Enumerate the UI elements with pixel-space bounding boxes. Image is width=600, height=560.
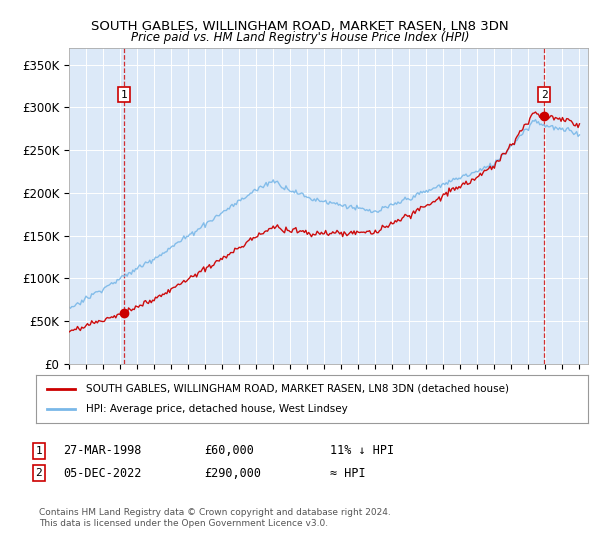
Text: 11% ↓ HPI: 11% ↓ HPI (330, 444, 394, 458)
Text: ≈ HPI: ≈ HPI (330, 466, 365, 480)
Text: 27-MAR-1998: 27-MAR-1998 (63, 444, 142, 458)
Text: 1: 1 (121, 90, 127, 100)
Text: £290,000: £290,000 (204, 466, 261, 480)
Text: Contains HM Land Registry data © Crown copyright and database right 2024.
This d: Contains HM Land Registry data © Crown c… (39, 508, 391, 528)
Text: 2: 2 (541, 90, 547, 100)
Text: Price paid vs. HM Land Registry's House Price Index (HPI): Price paid vs. HM Land Registry's House … (131, 31, 469, 44)
Text: £60,000: £60,000 (204, 444, 254, 458)
Text: SOUTH GABLES, WILLINGHAM ROAD, MARKET RASEN, LN8 3DN: SOUTH GABLES, WILLINGHAM ROAD, MARKET RA… (91, 20, 509, 32)
Text: 1: 1 (35, 446, 43, 456)
Text: 05-DEC-2022: 05-DEC-2022 (63, 466, 142, 480)
Text: 2: 2 (35, 468, 43, 478)
Text: SOUTH GABLES, WILLINGHAM ROAD, MARKET RASEN, LN8 3DN (detached house): SOUTH GABLES, WILLINGHAM ROAD, MARKET RA… (86, 384, 509, 394)
Text: HPI: Average price, detached house, West Lindsey: HPI: Average price, detached house, West… (86, 404, 347, 414)
